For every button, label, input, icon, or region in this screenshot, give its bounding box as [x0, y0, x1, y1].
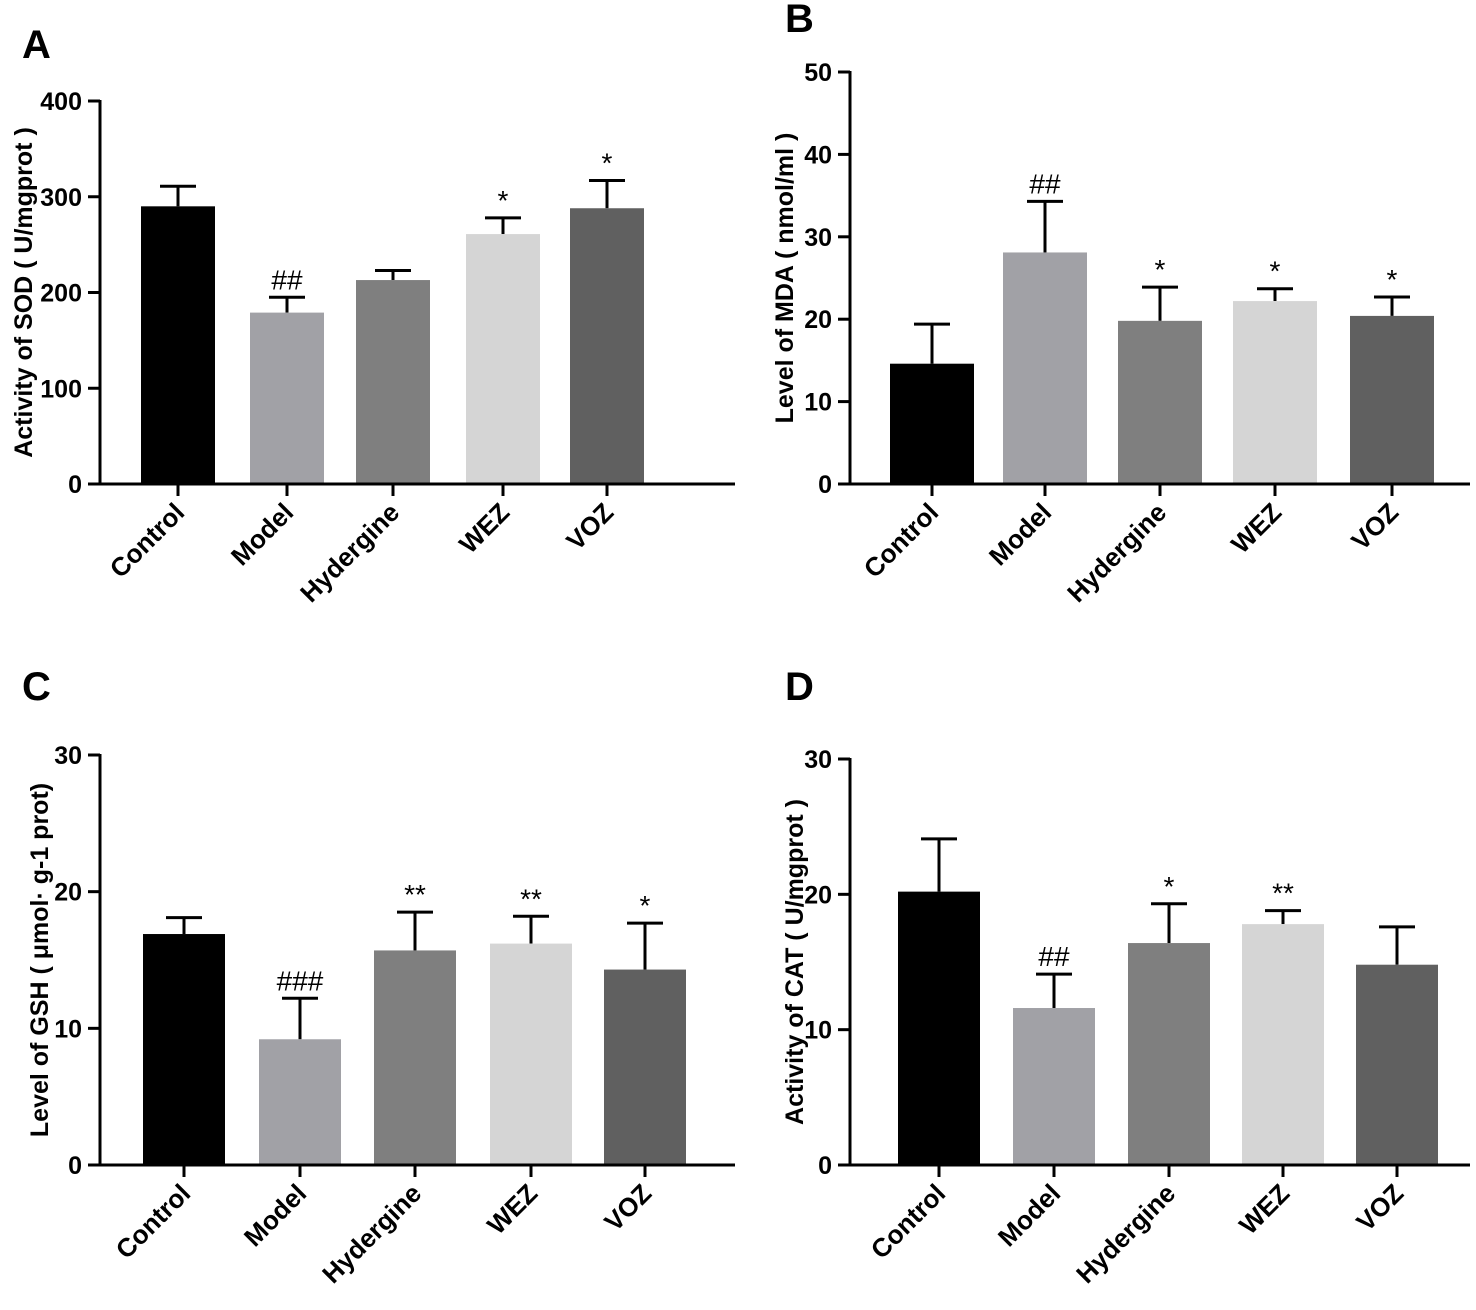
- x-category-label: VOZ: [560, 497, 619, 556]
- y-axis-title: Activity of CAT ( U/mgprot ): [781, 799, 809, 1125]
- x-category-label: Model: [983, 497, 1057, 571]
- bar-hydergine: [356, 280, 430, 484]
- y-axis-title: Level of GSH ( μmol· g-1 prot): [26, 783, 54, 1137]
- y-tick-label: 300: [40, 184, 82, 212]
- x-category-label: Hydergine: [1070, 1178, 1181, 1289]
- x-category-label: VOZ: [598, 1178, 657, 1237]
- bar-wez: [490, 943, 572, 1165]
- y-tick-label: 30: [54, 742, 82, 770]
- significance-marker: *: [1164, 871, 1175, 902]
- x-category-label: VOZ: [1350, 1178, 1409, 1237]
- significance-marker: ##: [1029, 168, 1061, 199]
- y-tick-label: 400: [40, 88, 82, 116]
- y-tick-label: 40: [804, 141, 832, 169]
- x-category-label: Control: [104, 497, 191, 584]
- significance-marker: ##: [1038, 941, 1070, 972]
- y-tick-label: 0: [818, 471, 832, 499]
- bar-model: [1003, 252, 1087, 484]
- bar-hydergine: [1118, 320, 1202, 484]
- bar-wez: [1233, 301, 1317, 484]
- significance-marker: *: [602, 147, 613, 178]
- bar-control: [143, 934, 225, 1165]
- bar-hydergine: [1128, 943, 1210, 1165]
- significance-marker: *: [640, 890, 651, 921]
- x-category-label: Hydergine: [1061, 497, 1172, 608]
- x-category-label: Model: [992, 1178, 1066, 1252]
- significance-marker: *: [1155, 254, 1166, 285]
- x-category-label: Control: [865, 1178, 952, 1265]
- panel-letter: A: [22, 23, 51, 67]
- panel-letter: B: [785, 0, 814, 41]
- y-tick-label: 0: [68, 1152, 82, 1180]
- bar-model: [259, 1039, 341, 1165]
- y-tick-label: 200: [40, 280, 82, 308]
- panel-letter: D: [785, 665, 814, 709]
- x-category-label: Model: [238, 1178, 312, 1252]
- panel-letter: C: [22, 665, 51, 709]
- y-tick-label: 20: [804, 306, 832, 334]
- y-tick-label: 30: [804, 746, 832, 774]
- bar-control: [141, 206, 215, 484]
- x-category-label: VOZ: [1345, 497, 1404, 556]
- y-tick-label: 10: [804, 1017, 832, 1045]
- y-tick-label: 20: [54, 879, 82, 907]
- significance-marker: *: [1387, 264, 1398, 295]
- bar-wez: [1242, 924, 1324, 1165]
- x-category-label: Hydergine: [316, 1178, 427, 1289]
- y-tick-label: 50: [804, 59, 832, 87]
- bar-voz: [1356, 964, 1438, 1165]
- bar-voz: [570, 208, 644, 485]
- x-category-label: WEZ: [1225, 497, 1287, 559]
- y-tick-label: 0: [68, 471, 82, 499]
- y-tick-label: 10: [54, 1015, 82, 1043]
- bar-control: [890, 363, 974, 484]
- bar-hydergine: [374, 950, 456, 1165]
- significance-marker: ##: [271, 264, 303, 295]
- x-category-label: Control: [858, 497, 945, 584]
- y-tick-label: 20: [804, 881, 832, 909]
- bar-voz: [604, 969, 686, 1165]
- significance-marker: **: [1272, 878, 1294, 909]
- bar-control: [898, 891, 980, 1165]
- x-category-label: Control: [110, 1178, 197, 1265]
- significance-marker: *: [1270, 256, 1281, 287]
- y-tick-label: 0: [818, 1152, 832, 1180]
- bar-model: [250, 312, 324, 484]
- bar-voz: [1350, 315, 1434, 484]
- y-axis-title: Activity of SOD ( U/mgprot ): [10, 127, 38, 458]
- significance-marker: *: [498, 185, 509, 216]
- y-tick-label: 10: [804, 389, 832, 417]
- y-tick-label: 100: [40, 375, 82, 403]
- significance-marker: **: [520, 883, 542, 914]
- bar-model: [1013, 1008, 1095, 1165]
- x-category-label: WEZ: [453, 497, 515, 559]
- panel-b: B ## * * * 0 10 20 30 40 50 Control Model Hydergine WE…: [771, 0, 1470, 608]
- x-category-label: Hydergine: [294, 497, 405, 608]
- bar-wez: [466, 234, 540, 484]
- x-category-label: Model: [225, 497, 299, 571]
- y-tick-label: 30: [804, 224, 832, 252]
- significance-marker: **: [404, 879, 426, 910]
- x-category-label: WEZ: [1233, 1178, 1295, 1240]
- x-category-label: WEZ: [481, 1178, 543, 1240]
- y-axis-title: Level of MDA ( nmol/ml ): [771, 133, 799, 424]
- significance-marker: ###: [277, 965, 324, 996]
